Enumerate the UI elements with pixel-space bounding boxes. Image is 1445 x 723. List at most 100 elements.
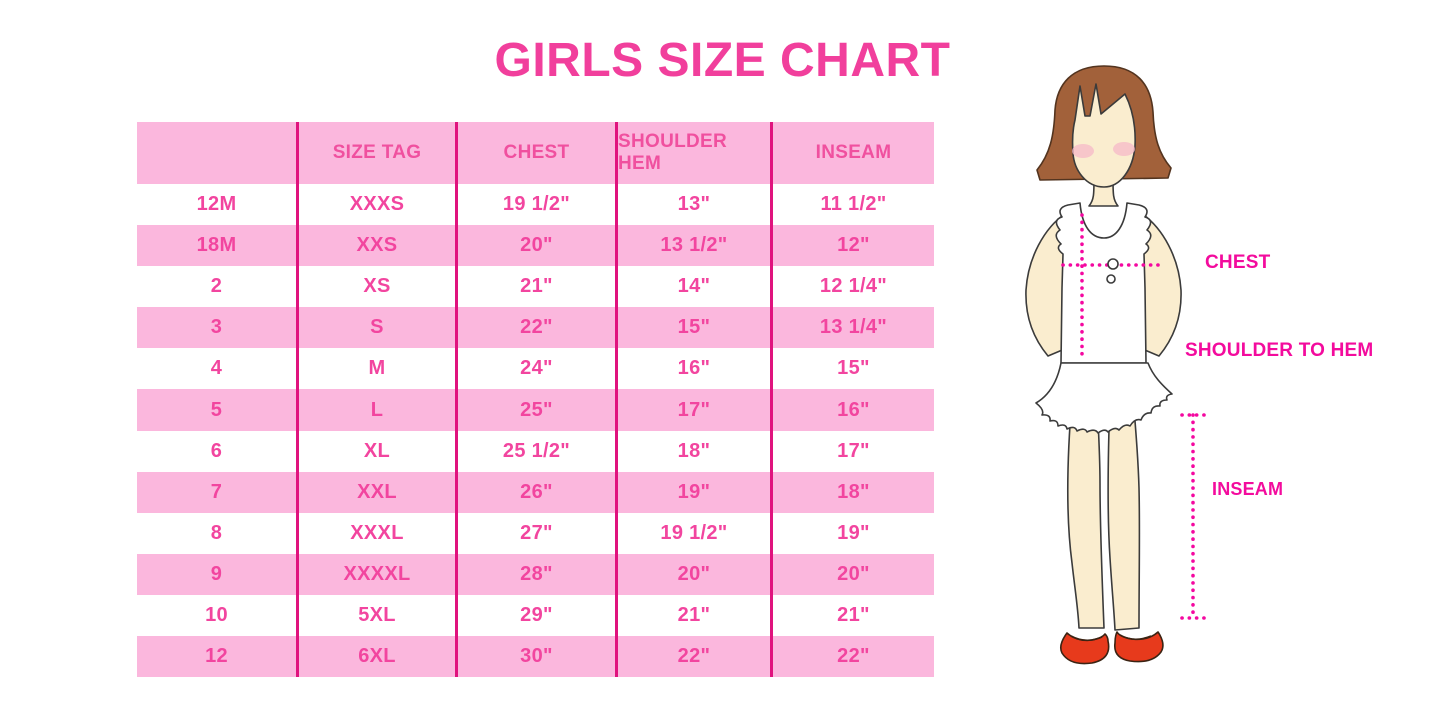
table-header-cell: SIZE TAG [296, 122, 455, 184]
table-row: 6 XL 25 1/2" 18" 17" [137, 430, 934, 472]
table-cell: 25 1/2" [455, 430, 615, 472]
table-cell: XXXS [296, 184, 455, 226]
chest-label: CHEST [1205, 252, 1271, 273]
table-cell: 5 [210, 398, 223, 421]
table-cell: 2 [210, 275, 223, 298]
table-cell: 26" [455, 471, 615, 513]
table-cell: XL [296, 430, 455, 472]
table-cell: 18" [770, 471, 934, 513]
table-cell: 18M [196, 234, 237, 257]
table-header-cell: SHOULDER HEM [615, 122, 770, 184]
table-cell: 11 1/2" [770, 184, 934, 226]
table-cell: 15" [770, 348, 934, 390]
table-cell: 28" [455, 553, 615, 595]
shoe-right [1113, 631, 1164, 663]
table-cell: 8 [210, 521, 223, 544]
table-row: 5 L 25" 17" 16" [137, 389, 934, 431]
arm-left [1025, 212, 1068, 357]
page-title: GIRLS SIZE CHART [494, 34, 951, 87]
leg-right [1107, 397, 1141, 631]
girl-illustration [1020, 58, 1215, 673]
table-cell: XXS [296, 225, 455, 267]
top-bodice [1055, 202, 1152, 364]
table-cell: 20" [615, 553, 770, 595]
table-cell: 27" [455, 512, 615, 554]
table-cell: XXXXL [296, 553, 455, 595]
girl-figure-svg [1025, 65, 1206, 665]
table-cell: 3 [210, 316, 223, 339]
table-cell: L [296, 389, 455, 431]
skirt-ruffle [1035, 362, 1173, 434]
table-row: 10 5XL 29" 21" 21" [137, 594, 934, 637]
shoulder-to-hem-label: SHOULDER TO HEM [1185, 340, 1374, 361]
shoe-left [1060, 632, 1110, 665]
table-header-row: SIZE TAG CHEST SHOULDER HEM INSEAM [137, 122, 934, 184]
table-cell: 12M [196, 193, 237, 216]
inseam-label: INSEAM [1212, 479, 1284, 499]
table-header-cell: CHEST [455, 122, 615, 184]
table-cell: 30" [455, 636, 615, 678]
blush-left [1072, 144, 1094, 158]
table-cell: 22" [615, 636, 770, 678]
table-cell: 12" [770, 225, 934, 267]
table-row: 2 XS 21" 14" 12 1/4" [137, 266, 934, 308]
table-cell: XXL [296, 471, 455, 513]
table-cell: 21" [615, 594, 770, 637]
blush-right [1113, 142, 1135, 156]
table-cell: 13 1/4" [770, 307, 934, 349]
table-row: 7 XXL 26" 19" 18" [137, 471, 934, 513]
table-cell: 22" [455, 307, 615, 349]
arm-right [1139, 212, 1182, 357]
shoe-left-strap [1070, 635, 1103, 642]
table-row: 9 XXXXL 28" 20" 20" [137, 553, 934, 595]
leg-left [1067, 397, 1105, 629]
table-cell: 12 1/4" [770, 266, 934, 308]
top-button-2 [1106, 274, 1116, 284]
table-cell: 19" [615, 471, 770, 513]
table-cell: 9 [210, 562, 223, 585]
table-cell: 6 [210, 439, 223, 462]
table-cell: M [296, 348, 455, 390]
table-cell: 16" [770, 389, 934, 431]
face-shape [1071, 83, 1136, 188]
table-cell: 24" [455, 348, 615, 390]
table-cell: 22" [770, 636, 934, 678]
table-cell: 19 1/2" [615, 512, 770, 554]
table-body: 12M XXXS 19 1/2" 13" 11 1/2" 18M XXS 20" 13 1/2"… [137, 184, 934, 678]
table-header-cell: INSEAM [770, 122, 934, 184]
table-cell: 15" [615, 307, 770, 349]
table-row: 8 XXXL 27" 19 1/2" 19" [137, 512, 934, 554]
table-cell: 7 [210, 480, 223, 503]
table-cell: 19 1/2" [455, 184, 615, 226]
table-cell: 12 [205, 645, 228, 668]
table-cell: XS [296, 266, 455, 308]
table-cell: 13 1/2" [615, 225, 770, 267]
table-cell: 10 [205, 603, 228, 626]
table-cell: 25" [455, 389, 615, 431]
table-row: 4 M 24" 16" 15" [137, 348, 934, 390]
table-cell: 17" [770, 430, 934, 472]
table-cell: XXXL [296, 512, 455, 554]
table-row: 12M XXXS 19 1/2" 13" 11 1/2" [137, 184, 934, 226]
table-cell: 17" [615, 389, 770, 431]
table-cell: 16" [615, 348, 770, 390]
table-cell: 14" [615, 266, 770, 308]
table-cell: 6XL [296, 636, 455, 678]
table-cell: 4 [210, 357, 223, 380]
table-cell: 21" [455, 266, 615, 308]
table-row: 3 S 22" 15" 13 1/4" [137, 307, 934, 349]
table-cell: 19" [770, 512, 934, 554]
table-cell: 18" [615, 430, 770, 472]
table-row: 12 6XL 30" 22" 22" [137, 636, 934, 678]
table-cell: 5XL [296, 594, 455, 637]
table-cell: 20" [455, 225, 615, 267]
size-table: SIZE TAG CHEST SHOULDER HEM INSEAM 12M XX… [137, 122, 934, 678]
table-cell: 21" [770, 594, 934, 637]
table-header-cell [137, 122, 296, 184]
table-cell: 29" [455, 594, 615, 637]
top-button-1 [1107, 258, 1119, 270]
shoe-right-strap [1119, 634, 1152, 641]
table-cell: 13" [615, 184, 770, 226]
table-cell: 20" [770, 553, 934, 595]
